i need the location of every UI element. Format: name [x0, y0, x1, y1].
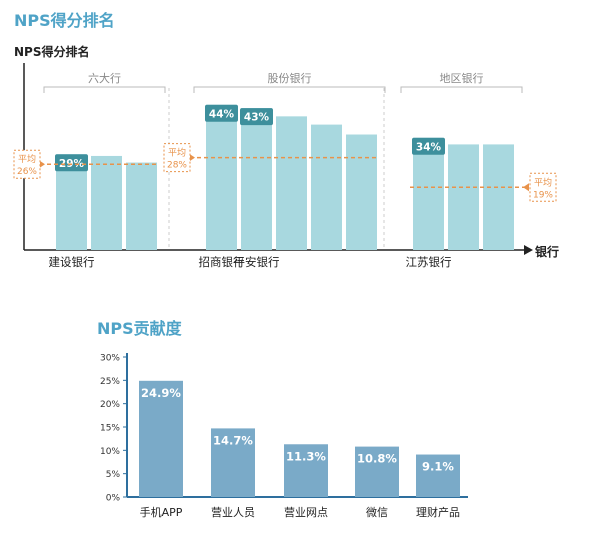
average-badge-value: 28% [167, 161, 187, 171]
y-tick-label: 15% [100, 424, 120, 434]
average-badge-title: 平均 [18, 153, 36, 165]
bar-value-badge [412, 137, 445, 155]
bar-category-label: 江苏银行 [406, 255, 452, 269]
bar [276, 116, 307, 250]
y-tick-label: 20% [100, 400, 120, 410]
group-label: 六大行 [88, 71, 121, 85]
bar-category-label: 招商银行 [199, 255, 245, 269]
bar [355, 446, 399, 497]
average-badge-value: 26% [17, 167, 37, 177]
average-badge [163, 143, 191, 173]
average-badge [13, 149, 41, 179]
bar-value-label: 11.3% [286, 449, 326, 463]
bar [416, 454, 460, 497]
bar-category-label: 平安银行 [234, 255, 280, 269]
y-axis-label: NPS得分排名 [14, 44, 89, 59]
bar [206, 104, 237, 250]
bar [126, 162, 157, 250]
bar [346, 134, 377, 250]
x-axis-label: 银行 [535, 244, 559, 259]
group-bracket-1 [193, 86, 386, 93]
bar-value-badge [240, 108, 273, 126]
x-tick-label: 理财产品 [416, 505, 460, 519]
average-arrow [523, 183, 529, 192]
y-tick-label: 5% [106, 470, 121, 480]
bar-category-label: 建设银行 [49, 255, 95, 269]
bar [139, 380, 183, 497]
average-badge-value: 19% [533, 190, 553, 200]
nps-ranking-chart: NPS得分排名银行六大行29%建设银行平均26%股份银行44%招商银行43%平安… [13, 44, 559, 269]
bar [91, 155, 122, 250]
average-badge [529, 172, 557, 202]
bar [284, 444, 328, 497]
bar-value-label: 9.1% [422, 460, 454, 474]
x-axis-arrow [524, 245, 533, 255]
bar [311, 124, 342, 250]
y-tick-label: 0% [106, 494, 121, 504]
y-tick-label: 25% [100, 377, 120, 387]
bar-value-label: 14.7% [213, 433, 253, 447]
chart2-title: NPS贡献度 [97, 319, 182, 338]
bar-value-label: 34% [416, 141, 442, 153]
group-bracket-2 [400, 86, 523, 93]
x-tick-label: 手机APP [140, 505, 183, 519]
chart1-title: NPS得分排名 [14, 11, 115, 30]
bar [241, 108, 272, 250]
x-tick-label: 微信 [366, 505, 388, 519]
bar [211, 428, 255, 497]
bar [448, 144, 479, 250]
bar-value-label: 24.9% [141, 386, 181, 400]
group-label: 地区银行 [440, 71, 484, 85]
average-badge-title: 平均 [168, 147, 186, 159]
group-label: 股份银行 [268, 71, 312, 85]
bar [413, 137, 444, 250]
group-bracket-0 [43, 86, 166, 93]
bar [483, 144, 514, 250]
y-tick-label: 30% [100, 354, 120, 364]
x-tick-label: 营业人员 [211, 505, 255, 519]
average-badge-title: 平均 [534, 176, 552, 188]
bar-value-badge [55, 154, 88, 172]
y-tick-label: 10% [100, 447, 120, 457]
bar-value-label: 10.8% [357, 452, 397, 466]
bar-value-label: 43% [244, 112, 270, 124]
bar-value-label: 44% [209, 108, 235, 120]
bar-value-badge [205, 104, 238, 122]
x-tick-label: 营业网点 [284, 505, 328, 519]
